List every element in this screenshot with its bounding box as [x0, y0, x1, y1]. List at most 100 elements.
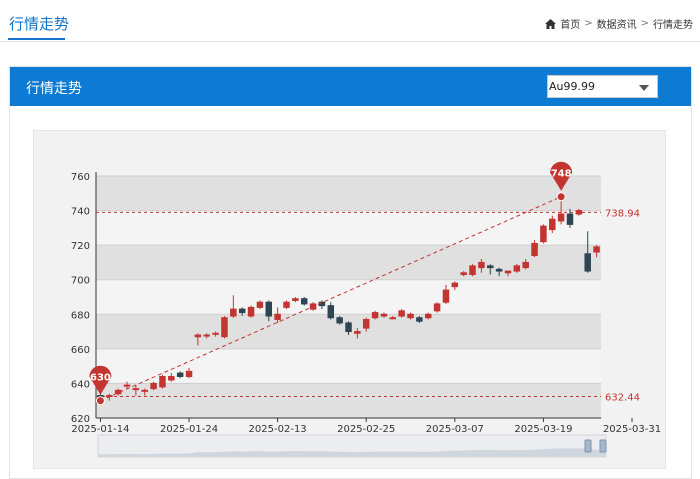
candle-body [176, 372, 184, 378]
breadcrumb: 首页 > 数据资讯 > 行情走势 [545, 16, 693, 31]
candle-body [442, 289, 450, 303]
y-tick-label: 680 [71, 310, 90, 321]
candle-body [371, 312, 379, 319]
candle-body [513, 265, 521, 272]
mark-line-label: 632.44 [605, 392, 640, 403]
candle-body [557, 213, 565, 222]
candle-body [549, 218, 556, 231]
candle-body [389, 317, 397, 320]
candle-body [185, 370, 193, 378]
candle-body [345, 322, 352, 333]
y-tick-label: 620 [71, 414, 90, 425]
y-tick-label: 640 [71, 379, 90, 390]
candle-body [451, 282, 459, 288]
zoom-slider-window [98, 435, 606, 457]
candle-body [283, 301, 290, 308]
candle-body [230, 308, 237, 317]
x-tick-label: 2025-02-25 [337, 424, 395, 435]
candle-body [407, 313, 414, 319]
candle-body [123, 384, 131, 387]
y-tick-label: 760 [71, 172, 90, 183]
candle-body [495, 268, 503, 272]
mark-point-label: 748 [551, 169, 572, 180]
mark-point-label: 630 [90, 373, 111, 384]
zoom-slider-handle[interactable] [584, 439, 592, 453]
candle-body [159, 376, 166, 388]
page-title: 行情走势 [9, 15, 70, 33]
breadcrumb-separator: > [584, 18, 593, 29]
candle-body [274, 313, 281, 320]
grid-band [96, 245, 601, 280]
mark-point-dot [556, 192, 566, 202]
y-tick-label: 660 [71, 345, 90, 356]
product-select-value: Au99.99 [549, 80, 595, 93]
candle-body [327, 305, 335, 319]
breadcrumb-separator: > [640, 18, 649, 29]
grid-band [96, 383, 601, 418]
candle-body [336, 317, 343, 324]
candle-body [354, 331, 361, 334]
top-bar: 行情走势 首页 > 数据资讯 > 行情走势 [0, 0, 700, 42]
y-tick-label: 720 [71, 241, 90, 252]
candle-body [221, 317, 228, 338]
grid-band [96, 210, 601, 246]
candle-body [424, 313, 432, 319]
candle-body [566, 213, 574, 225]
y-tick-label: 700 [71, 276, 90, 287]
grid-band [96, 279, 601, 315]
candle-body [469, 265, 476, 276]
candle-body [194, 334, 202, 338]
candle-body [141, 389, 148, 392]
product-select[interactable]: Au99.99 [547, 75, 658, 98]
candle-body [238, 308, 246, 314]
candle-body [522, 261, 529, 269]
candle-body [212, 332, 219, 335]
zoom-slider-handle[interactable] [599, 439, 607, 453]
chevron-down-icon [639, 85, 649, 91]
title-underline [8, 38, 65, 40]
candle-body [256, 301, 264, 308]
candle-body [380, 313, 388, 317]
candle-body [292, 298, 299, 301]
candle-body [478, 261, 485, 269]
candle-body [398, 310, 405, 317]
candle-body [416, 317, 423, 322]
panel-header: 行情走势 Au99.99 [10, 67, 691, 106]
candle-body [584, 253, 591, 272]
candle-body [504, 270, 512, 274]
home-icon [545, 18, 557, 29]
candle-body [460, 272, 467, 276]
candle-body [150, 382, 157, 390]
y-tick-label: 740 [71, 207, 90, 218]
candle-body [593, 246, 600, 253]
x-tick-label: 2025-03-07 [426, 424, 484, 435]
candle-body [132, 388, 140, 391]
mark-line-label: 738.94 [605, 208, 640, 219]
candle-body [575, 210, 583, 215]
candle-body [300, 298, 308, 305]
x-tick-label: 2025-01-24 [160, 424, 218, 435]
candle-body [540, 225, 547, 243]
candle-body [265, 301, 273, 317]
zoom-slider-preview [98, 448, 606, 457]
breadcrumb-home[interactable]: 首页 [560, 20, 581, 31]
mark-point-pin [89, 365, 112, 395]
candle-body [433, 303, 441, 312]
candle-body [362, 318, 370, 329]
mark-point-pin [550, 161, 573, 191]
x-tick-label: 2025-03-31 [603, 424, 661, 435]
mark-point-dot [95, 396, 105, 406]
x-tick-label: 2025-03-19 [514, 424, 572, 435]
breadcrumb-data-info[interactable]: 数据资讯 [596, 20, 637, 31]
candle-body [247, 306, 255, 317]
breadcrumb-current: 行情走势 [653, 20, 693, 31]
candle-body [203, 334, 210, 337]
panel-title: 行情走势 [26, 81, 82, 97]
candle-body [487, 265, 494, 269]
x-tick-label: 2025-01-14 [71, 424, 129, 435]
grid-band [96, 176, 601, 211]
candle-body [168, 376, 175, 381]
candle-body [531, 242, 538, 257]
x-tick-label: 2025-02-13 [249, 424, 307, 435]
